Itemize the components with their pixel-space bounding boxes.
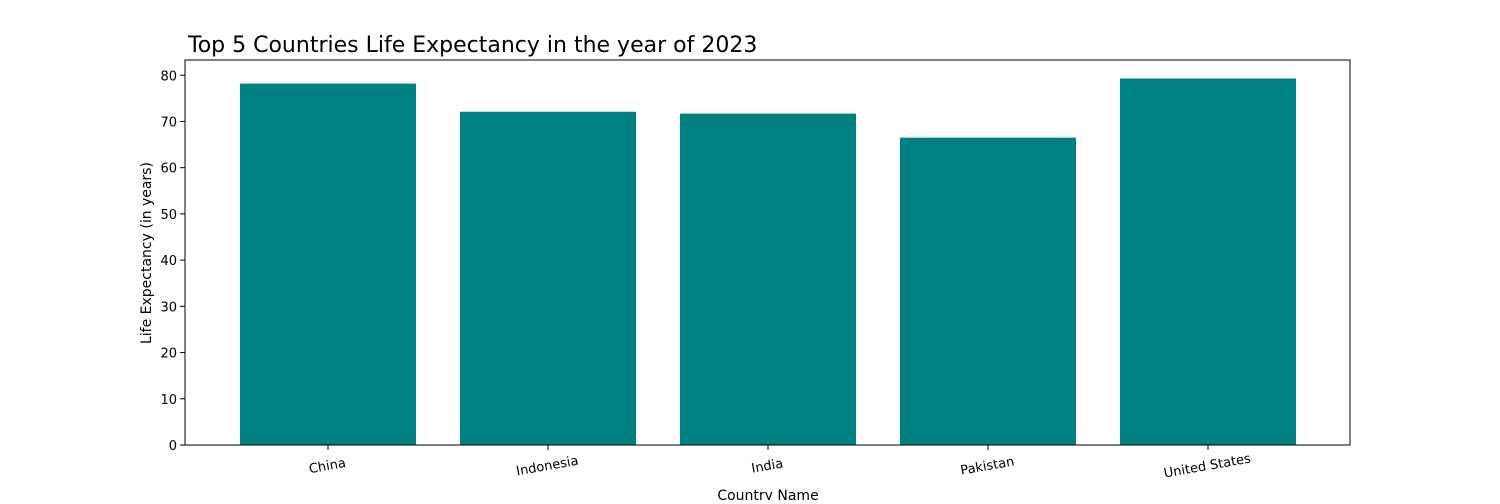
x-tick-label: China bbox=[308, 456, 347, 477]
x-axis-label: Country Name bbox=[717, 488, 818, 500]
bar-pakistan bbox=[900, 137, 1076, 445]
chart-title: Top 5 Countries Life Expectancy in the y… bbox=[187, 33, 757, 58]
y-tick-label: 60 bbox=[160, 162, 177, 177]
y-tick-label: 0 bbox=[169, 439, 177, 454]
y-tick-label: 40 bbox=[160, 254, 177, 269]
plot-area-frame bbox=[184, 59, 1351, 446]
bar-united-states bbox=[1120, 78, 1296, 446]
y-tick-label: 10 bbox=[160, 393, 177, 408]
x-ticks-layer: China Indonesia India Pakistan United States bbox=[308, 445, 1252, 482]
y-tick-label: 20 bbox=[160, 347, 177, 362]
bars-layer bbox=[240, 78, 1296, 446]
y-tick-label: 30 bbox=[160, 300, 177, 315]
x-tick-label: Indonesia bbox=[515, 454, 580, 480]
y-ticks-layer: 0 10 20 30 40 50 60 70 80 bbox=[160, 69, 185, 454]
y-axis-label: Life Expectancy (in years) bbox=[139, 162, 155, 344]
x-tick-label: Pakistan bbox=[959, 454, 1015, 478]
x-tick-label: India bbox=[750, 456, 784, 476]
y-tick-label: 50 bbox=[160, 208, 177, 223]
x-tick-label: United States bbox=[1163, 451, 1253, 481]
y-tick-label: 70 bbox=[160, 115, 177, 130]
bar-indonesia bbox=[460, 111, 636, 445]
y-tick-label: 80 bbox=[160, 69, 177, 84]
bar-china bbox=[240, 83, 416, 445]
bar-india bbox=[680, 113, 856, 446]
